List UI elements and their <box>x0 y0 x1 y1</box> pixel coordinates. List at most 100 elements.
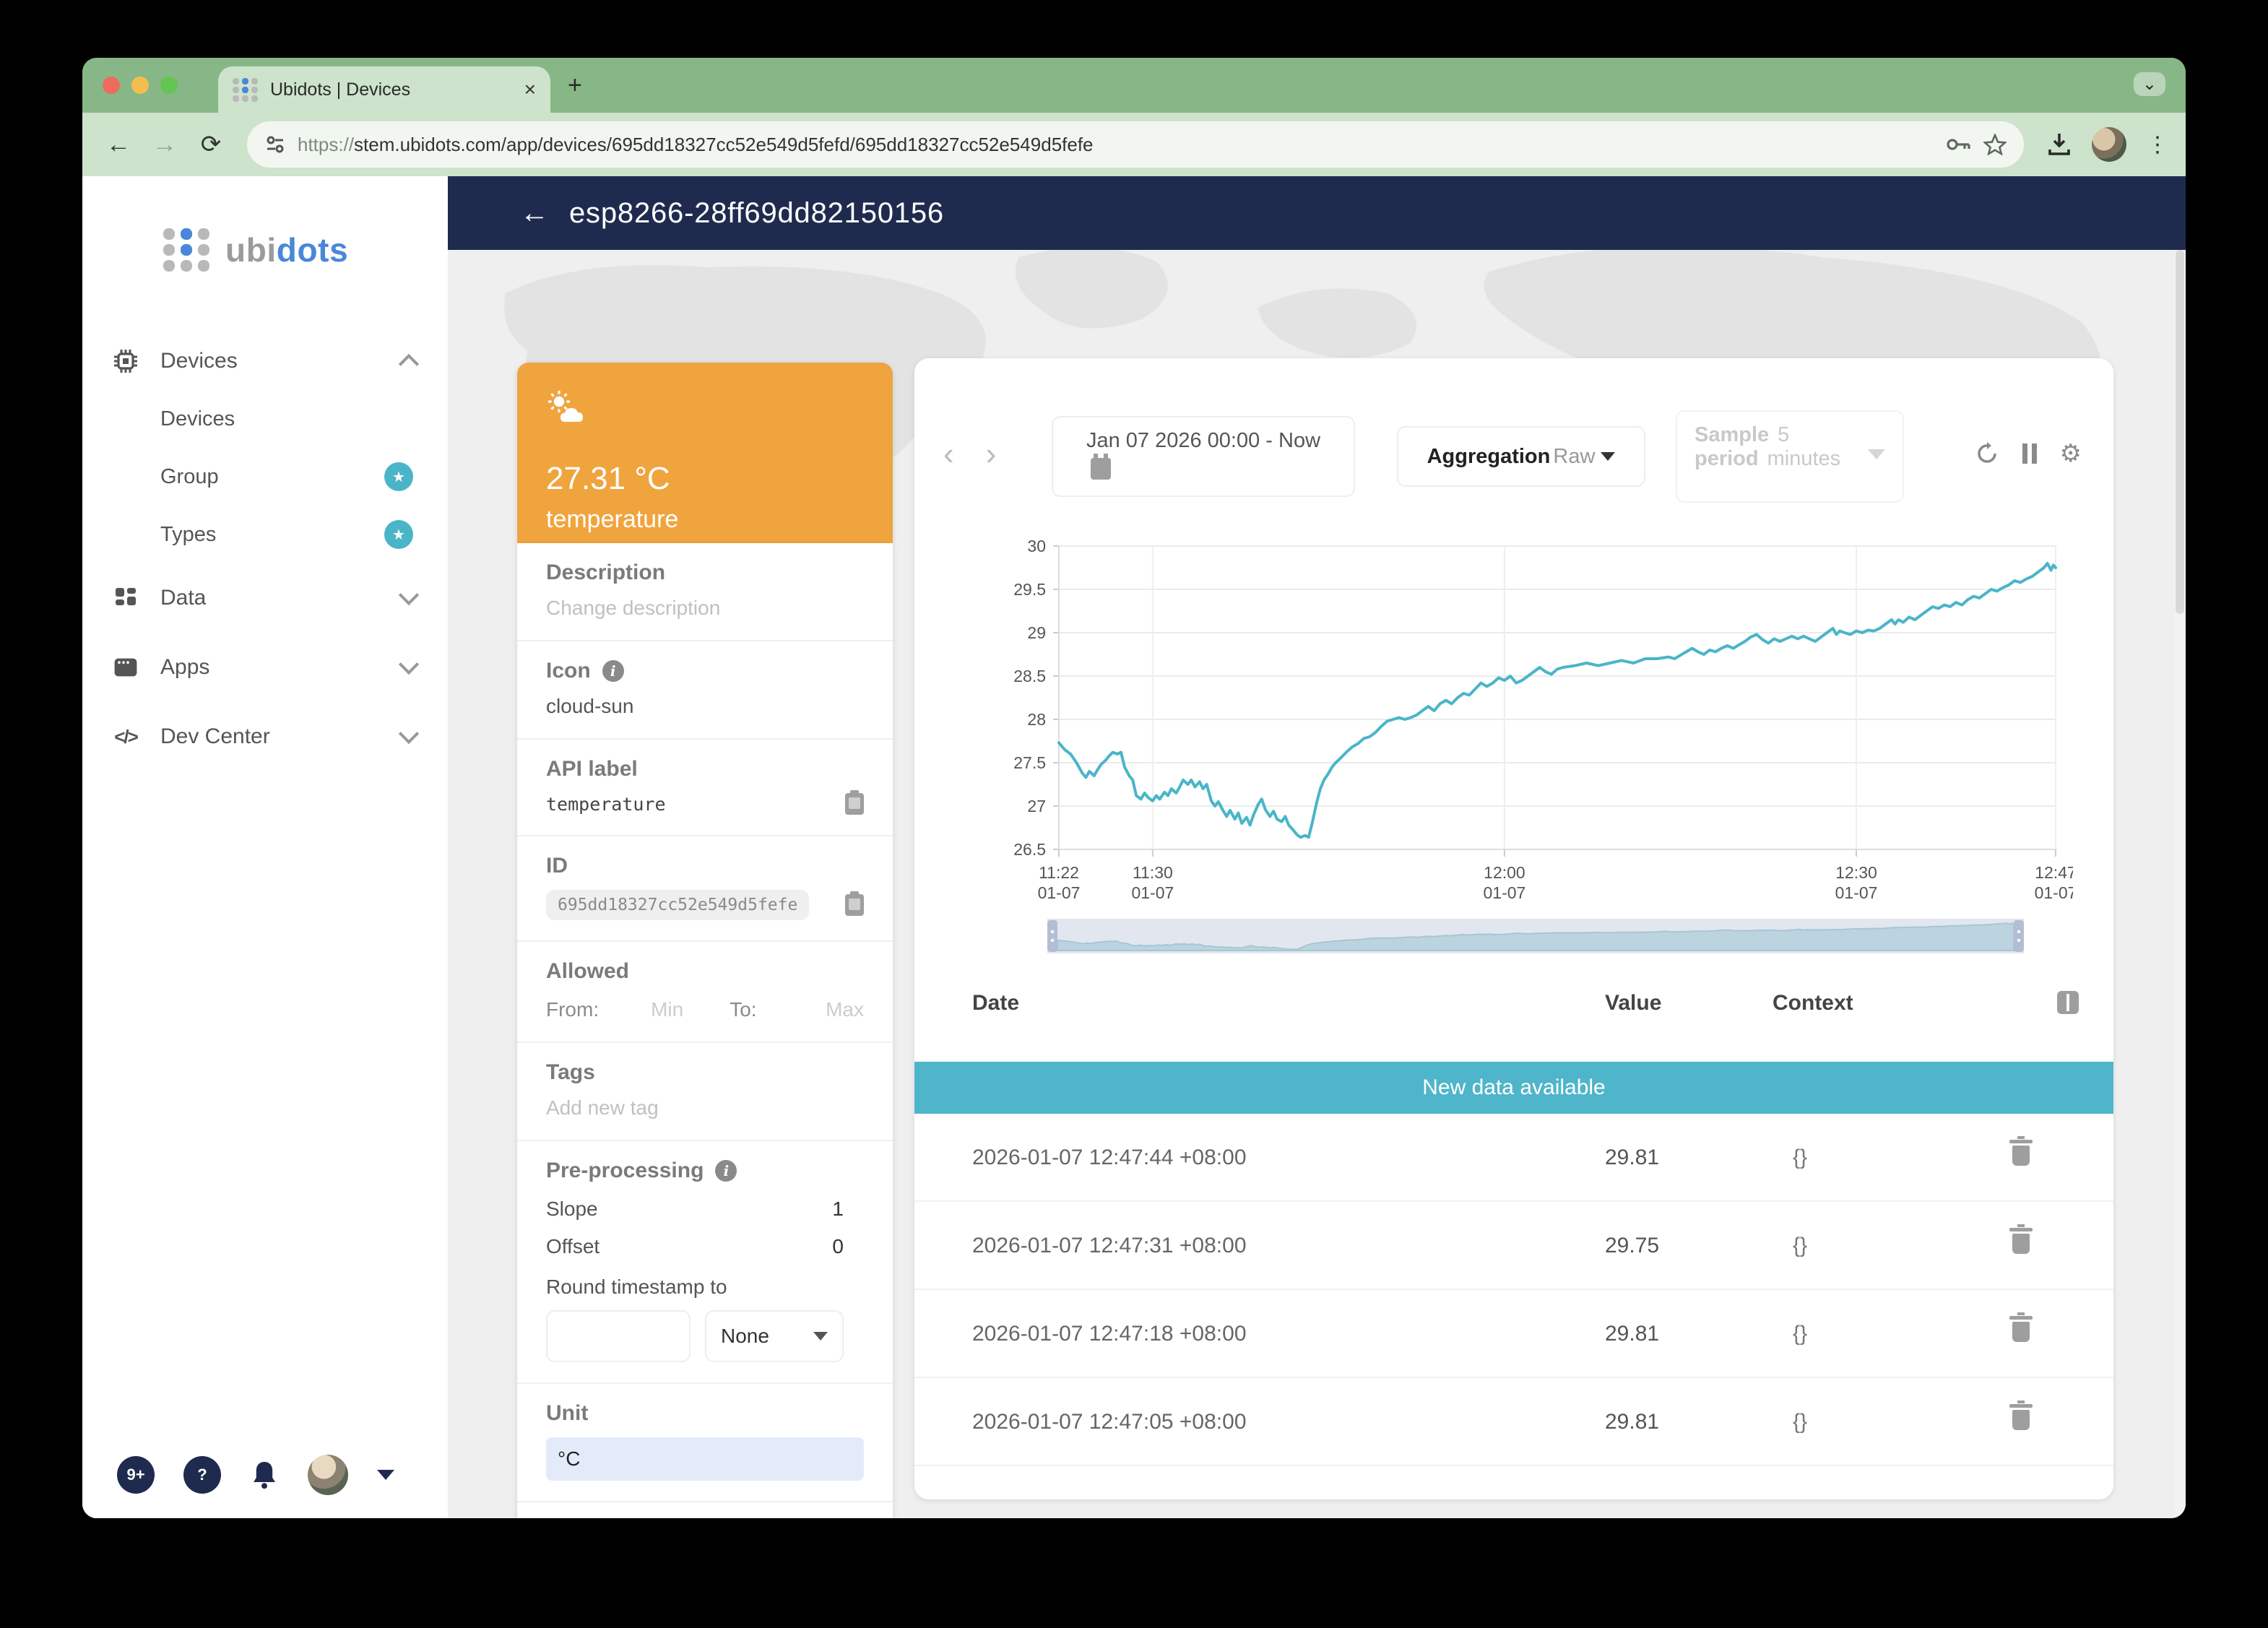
delete-icon[interactable] <box>2009 1400 2033 1430</box>
sidebar-item-devices-sub[interactable]: Devices <box>160 407 235 430</box>
minimize-window-button[interactable] <box>131 77 149 94</box>
gear-icon[interactable]: ⚙ <box>2059 440 2082 467</box>
sidebar-item-data[interactable]: Data <box>82 569 448 627</box>
download-icon[interactable] <box>2047 132 2072 157</box>
chart-toolbar: ‹ › Jan 07 2026 00:00 - Now Aggregation … <box>914 410 2113 503</box>
columns-icon[interactable] <box>2057 991 2079 1014</box>
allowed-min-input[interactable]: Min <box>651 998 684 1021</box>
round-unit-select[interactable]: None <box>705 1310 844 1362</box>
data-table-header: Date Value Context <box>914 991 2113 1040</box>
table-row[interactable]: 2026-01-07 12:47:05 +08:00 29.81 {} <box>914 1378 2113 1466</box>
calendar-icon <box>1091 454 1111 480</box>
navigator-left-handle[interactable] <box>1047 920 1057 952</box>
temperature-line-chart[interactable]: 26.52727.52828.52929.53011:2201-0711:300… <box>932 534 2073 910</box>
close-window-button[interactable] <box>103 77 120 94</box>
row-context: {} <box>1793 1234 1808 1257</box>
pause-icon[interactable] <box>2022 443 2037 464</box>
page-scrollbar[interactable] <box>2174 250 2186 1518</box>
address-bar[interactable]: https://stem.ubidots.com/app/devices/695… <box>247 121 2024 168</box>
table-row[interactable]: 2026-01-07 12:47:31 +08:00 29.75 {} <box>914 1202 2113 1290</box>
browser-tab[interactable]: Ubidots | Devices × <box>218 66 550 113</box>
notifications-count-badge[interactable]: 9+ <box>117 1456 155 1494</box>
sidebar-item-devices[interactable]: Devices <box>82 332 448 390</box>
browser-profile-avatar[interactable] <box>2092 127 2126 162</box>
sample-period-value: 5 <box>1778 423 1790 446</box>
user-avatar[interactable] <box>308 1455 348 1495</box>
user-menu-caret-icon[interactable] <box>377 1470 394 1480</box>
delete-icon[interactable] <box>2009 1312 2033 1342</box>
description-input[interactable]: Change description <box>546 597 721 619</box>
y-axis-tick-label: 26.5 <box>1013 840 1046 859</box>
sidebar-item-dev-center[interactable]: </> Dev Center <box>82 708 448 766</box>
allowed-section: Allowed From: Min To: Max <box>517 942 893 1043</box>
window-controls[interactable] <box>103 77 178 94</box>
variable-detail-panel: Description Change description Icon i clo… <box>517 543 893 1518</box>
reload-icon[interactable]: ⟳ <box>200 131 222 158</box>
info-icon[interactable]: i <box>602 660 624 682</box>
unit-section: Unit °C <box>517 1384 893 1501</box>
row-value: 29.81 <box>1605 1322 1660 1346</box>
url-text[interactable]: https://stem.ubidots.com/app/devices/695… <box>298 133 1094 155</box>
slope-value[interactable]: 1 <box>832 1198 844 1220</box>
bookmark-star-icon[interactable] <box>1983 134 2007 155</box>
info-icon[interactable]: i <box>715 1160 737 1182</box>
api-label-value[interactable]: temperature <box>546 793 666 815</box>
scrollbar-thumb[interactable] <box>2176 250 2184 614</box>
sidebar-item-types[interactable]: Types ★ <box>82 506 448 563</box>
help-icon[interactable]: ? <box>183 1456 221 1494</box>
col-date[interactable]: Date <box>972 991 1020 1015</box>
sidebar-footer: 9+ ? <box>117 1455 394 1495</box>
variable-card[interactable]: 27.31 °C temperature <box>517 363 893 543</box>
password-key-icon[interactable] <box>1946 136 1972 153</box>
icon-value[interactable]: cloud-sun <box>546 695 634 717</box>
forward-icon[interactable]: → <box>152 130 177 158</box>
maximize-window-button[interactable] <box>160 77 178 94</box>
tab-close-icon[interactable]: × <box>524 78 536 100</box>
table-row[interactable]: 2026-01-07 12:47:44 +08:00 29.81 {} <box>914 1114 2113 1202</box>
variable-id-value[interactable]: 695dd18327cc52e549d5fefe <box>546 890 810 920</box>
bell-icon[interactable] <box>250 1459 279 1491</box>
round-timestamp-input[interactable] <box>546 1310 691 1362</box>
add-tag-input[interactable]: Add new tag <box>546 1096 659 1119</box>
x-axis-tick-date: 01-07 <box>1835 883 1878 902</box>
col-context[interactable]: Context <box>1773 991 1853 1015</box>
row-context: {} <box>1793 1322 1808 1346</box>
sidebar-item-apps[interactable]: Apps <box>82 638 448 696</box>
new-data-banner[interactable]: New data available <box>914 1062 2113 1114</box>
back-arrow-icon[interactable]: ← <box>520 196 549 229</box>
new-tab-button[interactable]: + <box>568 71 582 99</box>
y-axis-tick-label: 28.5 <box>1013 667 1046 685</box>
chart-range-navigator[interactable] <box>1047 919 2024 953</box>
icon-section: Icon i cloud-sun <box>517 641 893 740</box>
site-settings-icon[interactable] <box>264 134 286 155</box>
slope-label: Slope <box>546 1198 598 1220</box>
tab-search-icon[interactable]: ⌄ <box>2133 72 2165 96</box>
navigator-right-handle[interactable] <box>2014 920 2024 952</box>
back-icon[interactable]: ← <box>106 130 131 158</box>
copy-icon[interactable] <box>845 790 864 815</box>
preprocessing-section: Pre-processing i Slope 1 Offset 0 Round tim… <box>517 1141 893 1384</box>
col-value[interactable]: Value <box>1605 991 1662 1015</box>
copy-icon[interactable] <box>845 891 864 916</box>
table-row[interactable]: 2026-01-07 12:47:18 +08:00 29.81 {} <box>914 1290 2113 1378</box>
delete-icon[interactable] <box>2009 1136 2033 1166</box>
ubidots-logo-text: ubidots <box>225 231 349 269</box>
row-date: 2026-01-07 12:47:18 +08:00 <box>972 1322 1247 1346</box>
ubidots-logo[interactable]: ubidots <box>163 228 448 272</box>
aggregation-select[interactable]: Aggregation Raw <box>1397 426 1645 487</box>
sample-period-select[interactable]: Sample 5 period minutes <box>1676 410 1904 503</box>
sample-label-2: period <box>1694 447 1759 470</box>
refresh-icon[interactable] <box>1975 441 1999 466</box>
star-badge-icon: ★ <box>384 520 413 549</box>
unit-input[interactable]: °C <box>546 1437 864 1481</box>
range-prev-icon[interactable]: ‹ <box>943 436 954 472</box>
delete-icon[interactable] <box>2009 1224 2033 1254</box>
browser-menu-icon[interactable]: ⋮ <box>2147 132 2168 157</box>
x-axis-tick-time: 12:30 <box>1835 863 1877 882</box>
offset-value[interactable]: 0 <box>832 1235 844 1257</box>
date-range-picker[interactable]: Jan 07 2026 00:00 - Now <box>1052 416 1355 497</box>
allowed-max-input[interactable]: Max <box>826 998 864 1021</box>
range-next-icon[interactable]: › <box>985 436 997 472</box>
sidebar-item-group[interactable]: Group ★ <box>82 448 448 506</box>
